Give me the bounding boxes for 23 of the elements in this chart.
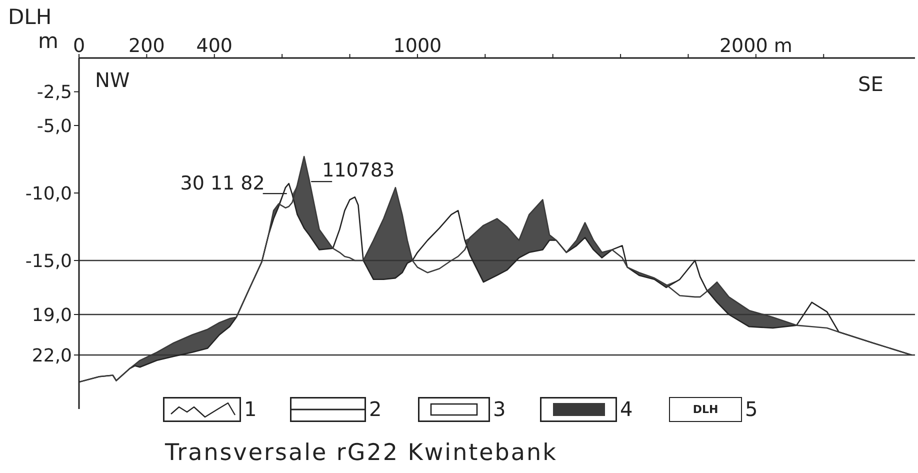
y-tick-label: -15,0 (25, 250, 72, 272)
annotation: SE (858, 72, 884, 96)
x-tick-label: 400 (196, 35, 233, 57)
x-tick-label: 2000 m (719, 35, 792, 57)
label-box: DLH (669, 397, 742, 422)
annotation: 2 (369, 397, 382, 421)
annotation: NW (95, 68, 130, 92)
y-tick-label: 22,0 (32, 345, 72, 366)
y-tick-label: 19,0 (32, 304, 72, 326)
annotation: 3 (493, 397, 506, 421)
x-tick-label: 200 (128, 35, 165, 57)
series-label: 110783 (322, 160, 395, 182)
y-tick-label: -2,5 (36, 82, 72, 104)
annotation: 4 (620, 397, 633, 421)
annotation: 5 (745, 397, 758, 421)
y-tick-label: -5,0 (36, 116, 72, 137)
y-axis-title: DLH m (8, 5, 58, 53)
x-tick-label: 0 (72, 35, 86, 57)
x-tick-label: 1000 (393, 35, 442, 57)
annotation: 1 (244, 397, 257, 421)
text: Transversale rG22 Kwintebank (165, 440, 558, 466)
legend-label: 30 11 82 (180, 172, 265, 195)
y-tick-label: -10,0 (25, 183, 72, 204)
